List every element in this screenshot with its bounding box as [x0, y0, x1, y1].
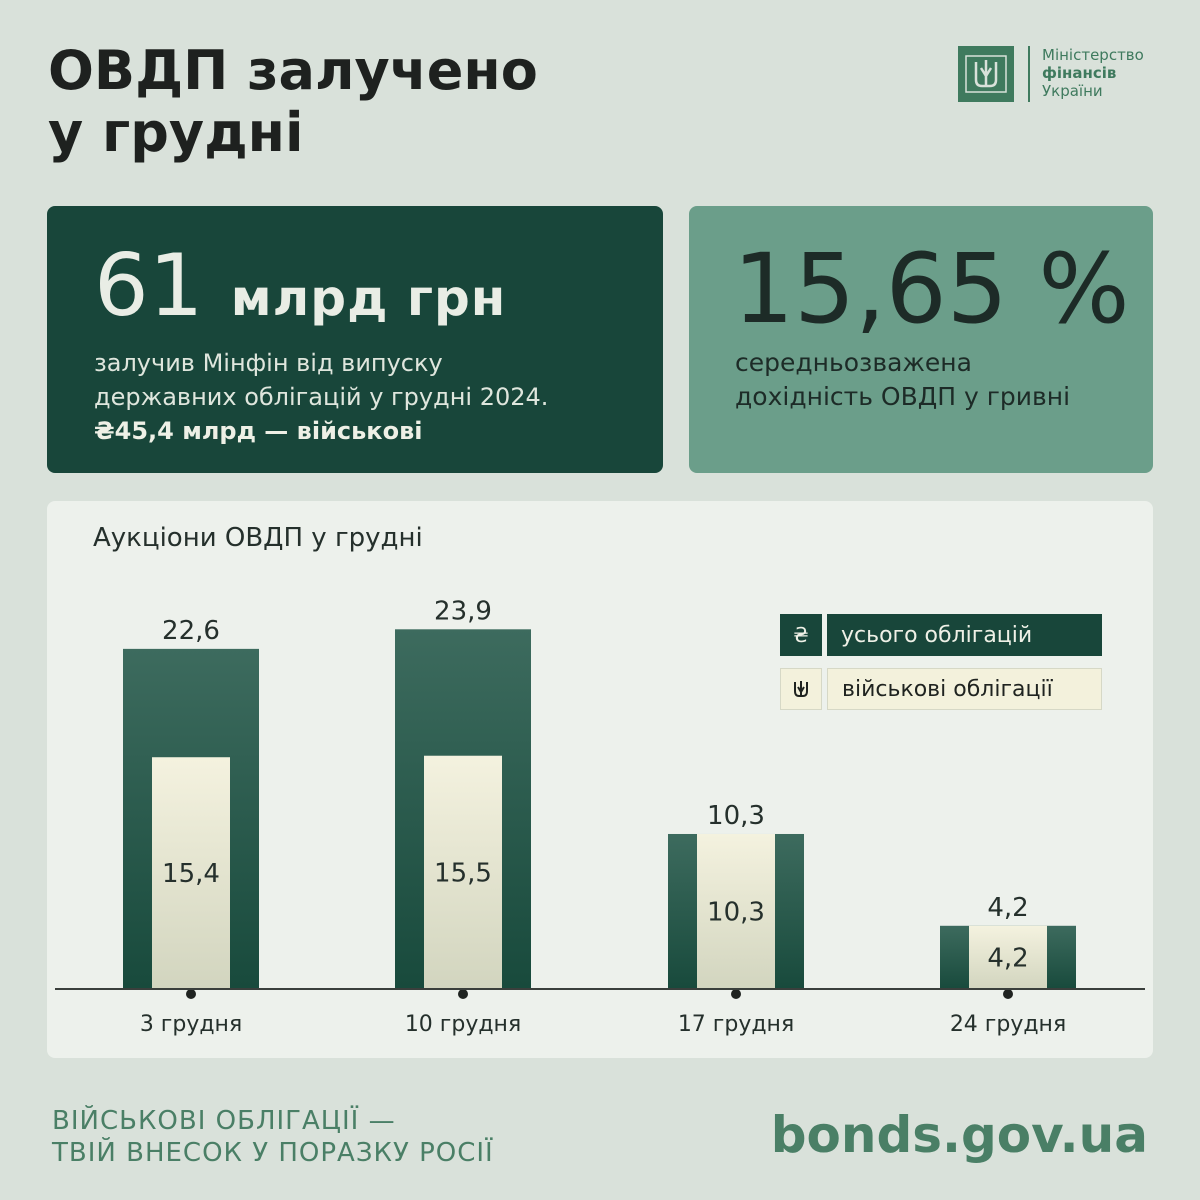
bar-military-label: 15,5 — [434, 858, 492, 888]
total-amount: 61 млрд грн — [94, 236, 506, 348]
auction-chart-card: 22,6 15,4 3 грудня 23,9 15,5 10 грудня 10,3 10,… — [47, 501, 1153, 1058]
bar-total-label: 23,9 — [434, 596, 492, 626]
bar-military — [697, 833, 775, 989]
logo-line1: Міністерство — [1042, 46, 1144, 64]
total-desc-line2: державних облігацій у грудні 2024. — [94, 383, 549, 411]
bar-total-label: 22,6 — [162, 616, 220, 646]
bar-total-label: 4,2 — [987, 893, 1028, 923]
axis-tick-dot — [731, 989, 741, 999]
footer-slogan-line1: ВІЙСЬКОВІ ОБЛІГАЦІЇ — — [52, 1106, 396, 1136]
bar-military-label: 4,2 — [987, 943, 1028, 973]
bar-military-label: 15,4 — [162, 859, 220, 889]
page-title-line1: ОВДП залучено — [48, 39, 538, 102]
footer-site-link[interactable]: bonds.gov.ua — [770, 1106, 1148, 1164]
yield-value: 15,65 % — [733, 233, 1130, 345]
yield-card: 15,65 % середньозважена дохідність ОВДП … — [689, 206, 1153, 473]
legend-label-military: військові облігації — [827, 668, 1102, 710]
chart-title: Аукціони ОВДП у грудні — [93, 523, 423, 553]
legend-item-total: ₴ усього облігацій — [780, 614, 1102, 656]
yield-description: середньозважена дохідність ОВДП у гривні — [735, 346, 1070, 414]
axis-tick-dot — [186, 989, 196, 999]
x-axis-tick-label: 17 грудня — [678, 1012, 794, 1037]
axis-tick-dot — [458, 989, 468, 999]
legend-label-total: усього облігацій — [827, 614, 1102, 656]
legend-item-military: військові облігації — [780, 668, 1102, 710]
axis-tick-dot — [1003, 989, 1013, 999]
bar-military — [424, 755, 502, 989]
total-amount-unit: млрд грн — [230, 269, 507, 327]
logo-line3: України — [1042, 82, 1103, 100]
trident-icon — [780, 668, 822, 710]
bar-military — [969, 925, 1047, 989]
logo-line2: фінансів — [1042, 64, 1117, 82]
chart-legend: ₴ усього облігацій військові облігації — [780, 614, 1102, 722]
bar-military-label: 10,3 — [707, 897, 765, 927]
footer-slogan: ВІЙСЬКОВІ ОБЛІГАЦІЇ — ТВІЙ ВНЕСОК У ПОРА… — [52, 1105, 494, 1169]
auction-bar-chart: 22,6 15,4 3 грудня 23,9 15,5 10 грудня 10,3 10,… — [55, 596, 1145, 1037]
x-axis-tick-label: 24 грудня — [950, 1012, 1066, 1037]
total-desc-line1: залучив Мінфін від випуску — [94, 349, 443, 377]
page-title: ОВДП залучено у грудні — [48, 40, 538, 164]
bar-total-label: 10,3 — [707, 801, 765, 831]
total-description: залучив Мінфін від випуску державних обл… — [94, 346, 548, 448]
yield-desc-line2: дохідність ОВДП у гривні — [735, 382, 1071, 411]
page-title-line2: у грудні — [48, 101, 304, 164]
logo-text: Міністерство фінансів України — [1042, 46, 1144, 100]
ministry-logo: Міністерство фінансів України — [958, 46, 1158, 104]
hryvnia-icon: ₴ — [780, 614, 822, 656]
trident-logo-icon — [958, 46, 1014, 102]
total-raised-card: 61 млрд грн залучив Мінфін від випуску д… — [47, 206, 663, 473]
x-axis-tick-label: 10 грудня — [405, 1012, 521, 1037]
footer-slogan-line2: ТВІЙ ВНЕСОК У ПОРАЗКУ РОСІЇ — [52, 1138, 494, 1168]
logo-separator — [1028, 46, 1030, 102]
total-amount-value: 61 — [94, 236, 204, 336]
bar-military — [152, 757, 230, 989]
military-amount: ₴45,4 млрд — військові — [94, 417, 423, 445]
x-axis-tick-label: 3 грудня — [140, 1012, 242, 1037]
yield-desc-line1: середньозважена — [735, 348, 972, 377]
